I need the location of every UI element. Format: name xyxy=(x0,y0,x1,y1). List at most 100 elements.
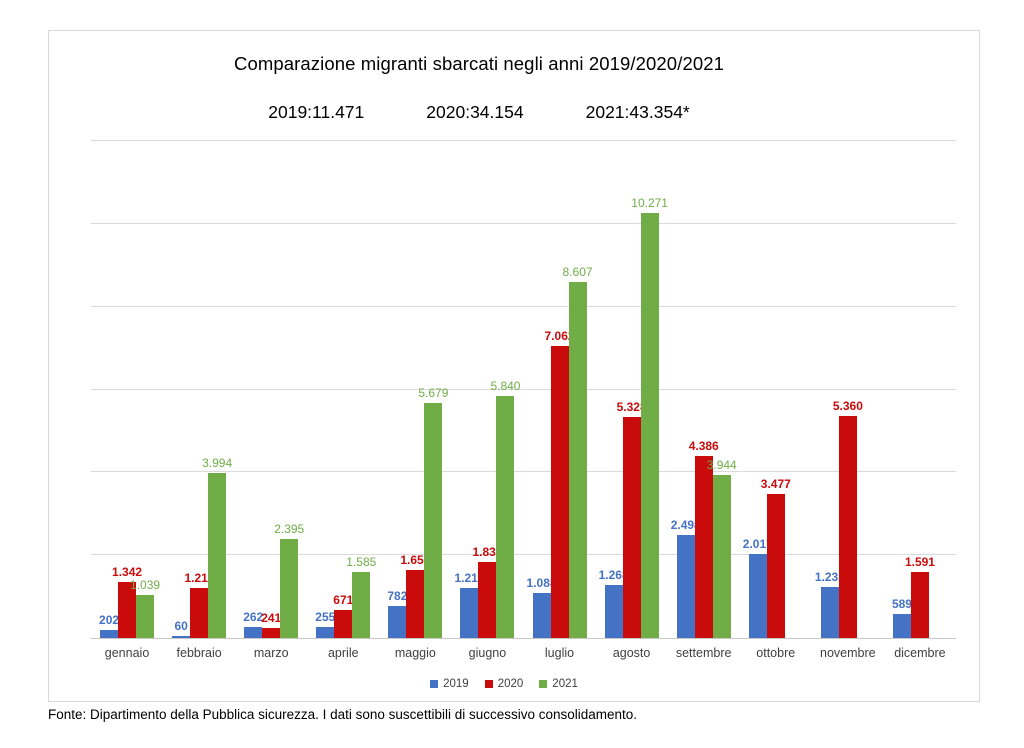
x-axis-label-settembre: settembre xyxy=(675,646,732,660)
bar-2019-giugno xyxy=(460,587,479,638)
bar-value-2021-aprile: 1.585 xyxy=(346,555,377,570)
x-axis-label-novembre: novembre xyxy=(820,646,876,660)
source-note: Fonte: Dipartimento della Pubblica sicur… xyxy=(48,707,638,722)
bar-2020-giugno xyxy=(478,562,497,638)
bar-2020-luglio xyxy=(550,345,569,638)
x-axis-label-maggio: maggio xyxy=(394,646,436,660)
bar-value-2020-ottobre: 3.477 xyxy=(760,477,791,491)
yearly-totals: 2019:11.471 2020:34.154 2021:43.354* xyxy=(49,102,909,123)
bar-2021-agosto xyxy=(640,212,659,638)
bar-value-2019-maggio: 782 xyxy=(387,588,408,603)
bar-2019-dicembre xyxy=(892,613,911,638)
bar-2019-maggio xyxy=(388,605,407,638)
legend-swatch-2021 xyxy=(539,680,548,688)
bar-2021-aprile xyxy=(352,572,371,638)
bar-value-2019-settembre: 2.498 xyxy=(670,517,701,532)
gridline-6000 xyxy=(91,388,956,390)
bar-2021-giugno xyxy=(496,396,515,638)
plot-area: 202 1.342 1.039 60 1.211 3.994 262 241 2.395 255 6… xyxy=(91,140,956,639)
bar-value-2019-ottobre: 2.017 xyxy=(742,537,773,552)
legend-label-2021: 2021 xyxy=(552,678,578,690)
x-axis-label-gennaio: gennaio xyxy=(104,646,150,660)
bar-value-2019-aprile: 255 xyxy=(315,610,336,625)
bar-value-2019-marzo: 262 xyxy=(243,610,264,625)
bar-value-2020-luglio: 7.062 xyxy=(544,328,575,343)
bar-2019-gennaio xyxy=(100,629,119,638)
gridline-8000 xyxy=(91,305,956,307)
bar-2021-gennaio xyxy=(136,594,155,638)
chart-frame: Comparazione migranti sbarcati negli ann… xyxy=(48,30,980,702)
bar-value-2020-novembre: 5.360 xyxy=(832,399,863,414)
chart-title: Comparazione migranti sbarcati negli ann… xyxy=(234,53,724,74)
bar-value-2020-marzo: 241 xyxy=(261,611,282,626)
bar-value-2020-maggio: 1.654 xyxy=(400,552,431,567)
x-axis-label-giugno: giugno xyxy=(468,646,507,660)
bar-2019-febbraio xyxy=(172,635,191,638)
bar-value-2021-febbraio: 3.994 xyxy=(202,455,233,470)
bar-2021-luglio xyxy=(568,281,587,638)
bar-2020-dicembre xyxy=(910,572,929,638)
gridline-12000 xyxy=(91,140,956,141)
bar-2021-marzo xyxy=(280,538,299,638)
legend-item-2019: 2019 xyxy=(430,678,469,690)
legend-swatch-2019 xyxy=(430,680,439,688)
x-axis-label-ottobre: ottobre xyxy=(756,646,796,660)
bar-value-2021-agosto: 10.271 xyxy=(631,195,668,210)
bar-value-2021-luglio: 8.607 xyxy=(562,264,593,279)
bar-2021-maggio xyxy=(424,402,443,638)
bar-2020-agosto xyxy=(622,417,641,638)
legend: 2019 2020 2021 xyxy=(49,678,959,690)
total-2019: 2019:11.471 xyxy=(268,102,365,122)
bar-2020-aprile xyxy=(334,610,353,638)
bar-2020-maggio xyxy=(406,569,425,638)
x-axis-label-dicembre: dicembre xyxy=(894,646,946,660)
bar-2020-marzo xyxy=(262,628,281,638)
legend-item-2020: 2020 xyxy=(484,678,524,690)
bar-value-2020-agosto: 5.328 xyxy=(616,400,647,415)
bar-value-2019-febbraio: 60 xyxy=(174,618,188,633)
x-axis-label-agosto: agosto xyxy=(612,646,651,660)
bar-value-2020-giugno: 1.831 xyxy=(472,545,503,560)
bar-2019-agosto xyxy=(604,585,623,638)
bar-value-2020-gennaio: 1.342 xyxy=(112,565,143,580)
bar-2019-marzo xyxy=(244,627,263,638)
gridline-4000 xyxy=(91,471,956,473)
gridline-10000 xyxy=(91,222,956,224)
chart-header: Comparazione migranti sbarcati negli ann… xyxy=(49,53,909,75)
bar-value-2019-giugno: 1.218 xyxy=(454,570,485,585)
x-axis-label-marzo: marzo xyxy=(253,646,289,660)
bar-value-2020-dicembre: 1.591 xyxy=(904,555,935,570)
bar-2020-novembre xyxy=(838,416,857,638)
bar-2019-novembre xyxy=(820,586,839,638)
bar-value-2019-dicembre: 589 xyxy=(891,596,912,611)
legend-label-2020: 2020 xyxy=(497,678,524,690)
legend-item-2021: 2021 xyxy=(539,678,578,690)
bar-2021-settembre xyxy=(712,474,731,638)
x-axis-label-aprile: aprile xyxy=(327,646,359,660)
bar-value-2020-febbraio: 1.211 xyxy=(184,570,214,585)
x-axis: gennaio febbraio marzo aprile maggio giugno lu… xyxy=(91,646,956,660)
bar-value-2019-gennaio: 202 xyxy=(99,612,120,627)
bar-value-2020-aprile: 671 xyxy=(333,593,354,608)
bar-value-2021-giugno: 5.840 xyxy=(490,379,521,394)
bar-value-2021-maggio: 5.679 xyxy=(418,385,449,400)
bar-value-2021-gennaio: 1.039 xyxy=(130,577,161,592)
legend-swatch-2020 xyxy=(484,680,493,688)
bar-2020-settembre xyxy=(694,456,713,638)
bar-value-2021-settembre: 3.944 xyxy=(706,457,737,472)
bar-2019-aprile xyxy=(316,627,335,638)
bar-value-2019-luglio: 1.088 xyxy=(526,575,557,590)
bar-value-2021-marzo: 2.395 xyxy=(274,521,305,536)
bar-2020-ottobre xyxy=(766,494,785,638)
bar-2019-ottobre xyxy=(748,554,767,638)
gridline-2000 xyxy=(91,554,956,556)
bar-value-2019-agosto: 1.268 xyxy=(598,568,629,583)
bar-value-2019-novembre: 1.232 xyxy=(814,569,845,584)
bar-2020-gennaio xyxy=(118,582,137,638)
bar-2019-luglio xyxy=(532,592,551,638)
x-axis-label-luglio: luglio xyxy=(544,646,575,660)
total-2021: 2021:43.354* xyxy=(585,102,690,122)
total-2020: 2020:34.154 xyxy=(426,102,524,122)
bar-value-2020-settembre: 4.386 xyxy=(688,439,719,454)
bar-2021-febbraio xyxy=(208,472,227,638)
